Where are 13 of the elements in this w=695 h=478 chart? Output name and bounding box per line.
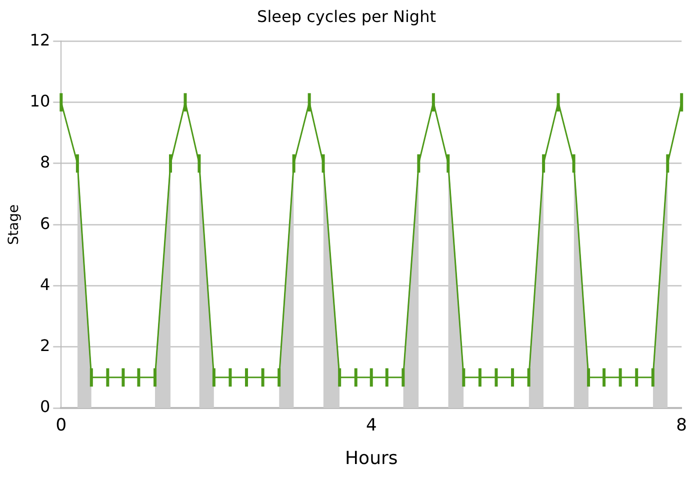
y-tick-label: 10 (30, 91, 50, 110)
chart-title: Sleep cycles per Night (257, 6, 436, 26)
x-tick-label: 8 (676, 416, 688, 436)
y-tick-label: 8 (40, 152, 50, 172)
x-axis-title: Hours (345, 448, 398, 469)
x-tick-label: 0 (56, 416, 67, 436)
x-tick-label: 4 (366, 416, 377, 436)
y-axis-title: Stage (6, 204, 22, 245)
y-tick-label: 12 (30, 30, 50, 50)
y-tick-label: 4 (40, 274, 50, 294)
y-tick-label: 6 (40, 214, 50, 233)
y-tick-label: 0 (40, 397, 50, 416)
y-tick-label: 2 (40, 336, 50, 356)
